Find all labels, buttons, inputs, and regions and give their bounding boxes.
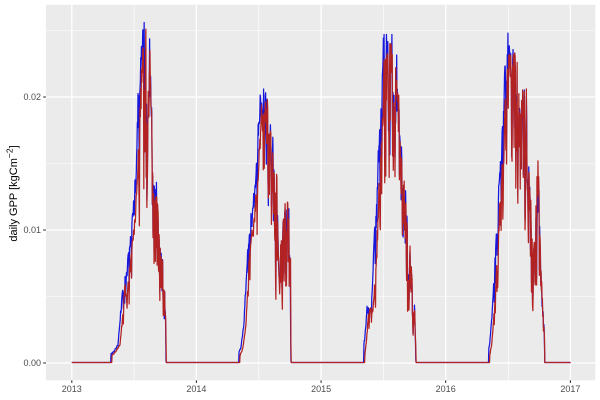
svg-text:2016: 2016: [436, 384, 456, 394]
svg-text:2015: 2015: [311, 384, 331, 394]
svg-text:2017: 2017: [560, 384, 580, 394]
svg-text:0.00: 0.00: [23, 358, 41, 368]
svg-text:0.02: 0.02: [23, 92, 41, 102]
svg-text:daily GPP [kgCm−2]: daily GPP [kgCm−2]: [4, 145, 19, 241]
svg-text:2014: 2014: [186, 384, 206, 394]
svg-text:2013: 2013: [62, 384, 82, 394]
svg-text:0.01: 0.01: [23, 225, 41, 235]
